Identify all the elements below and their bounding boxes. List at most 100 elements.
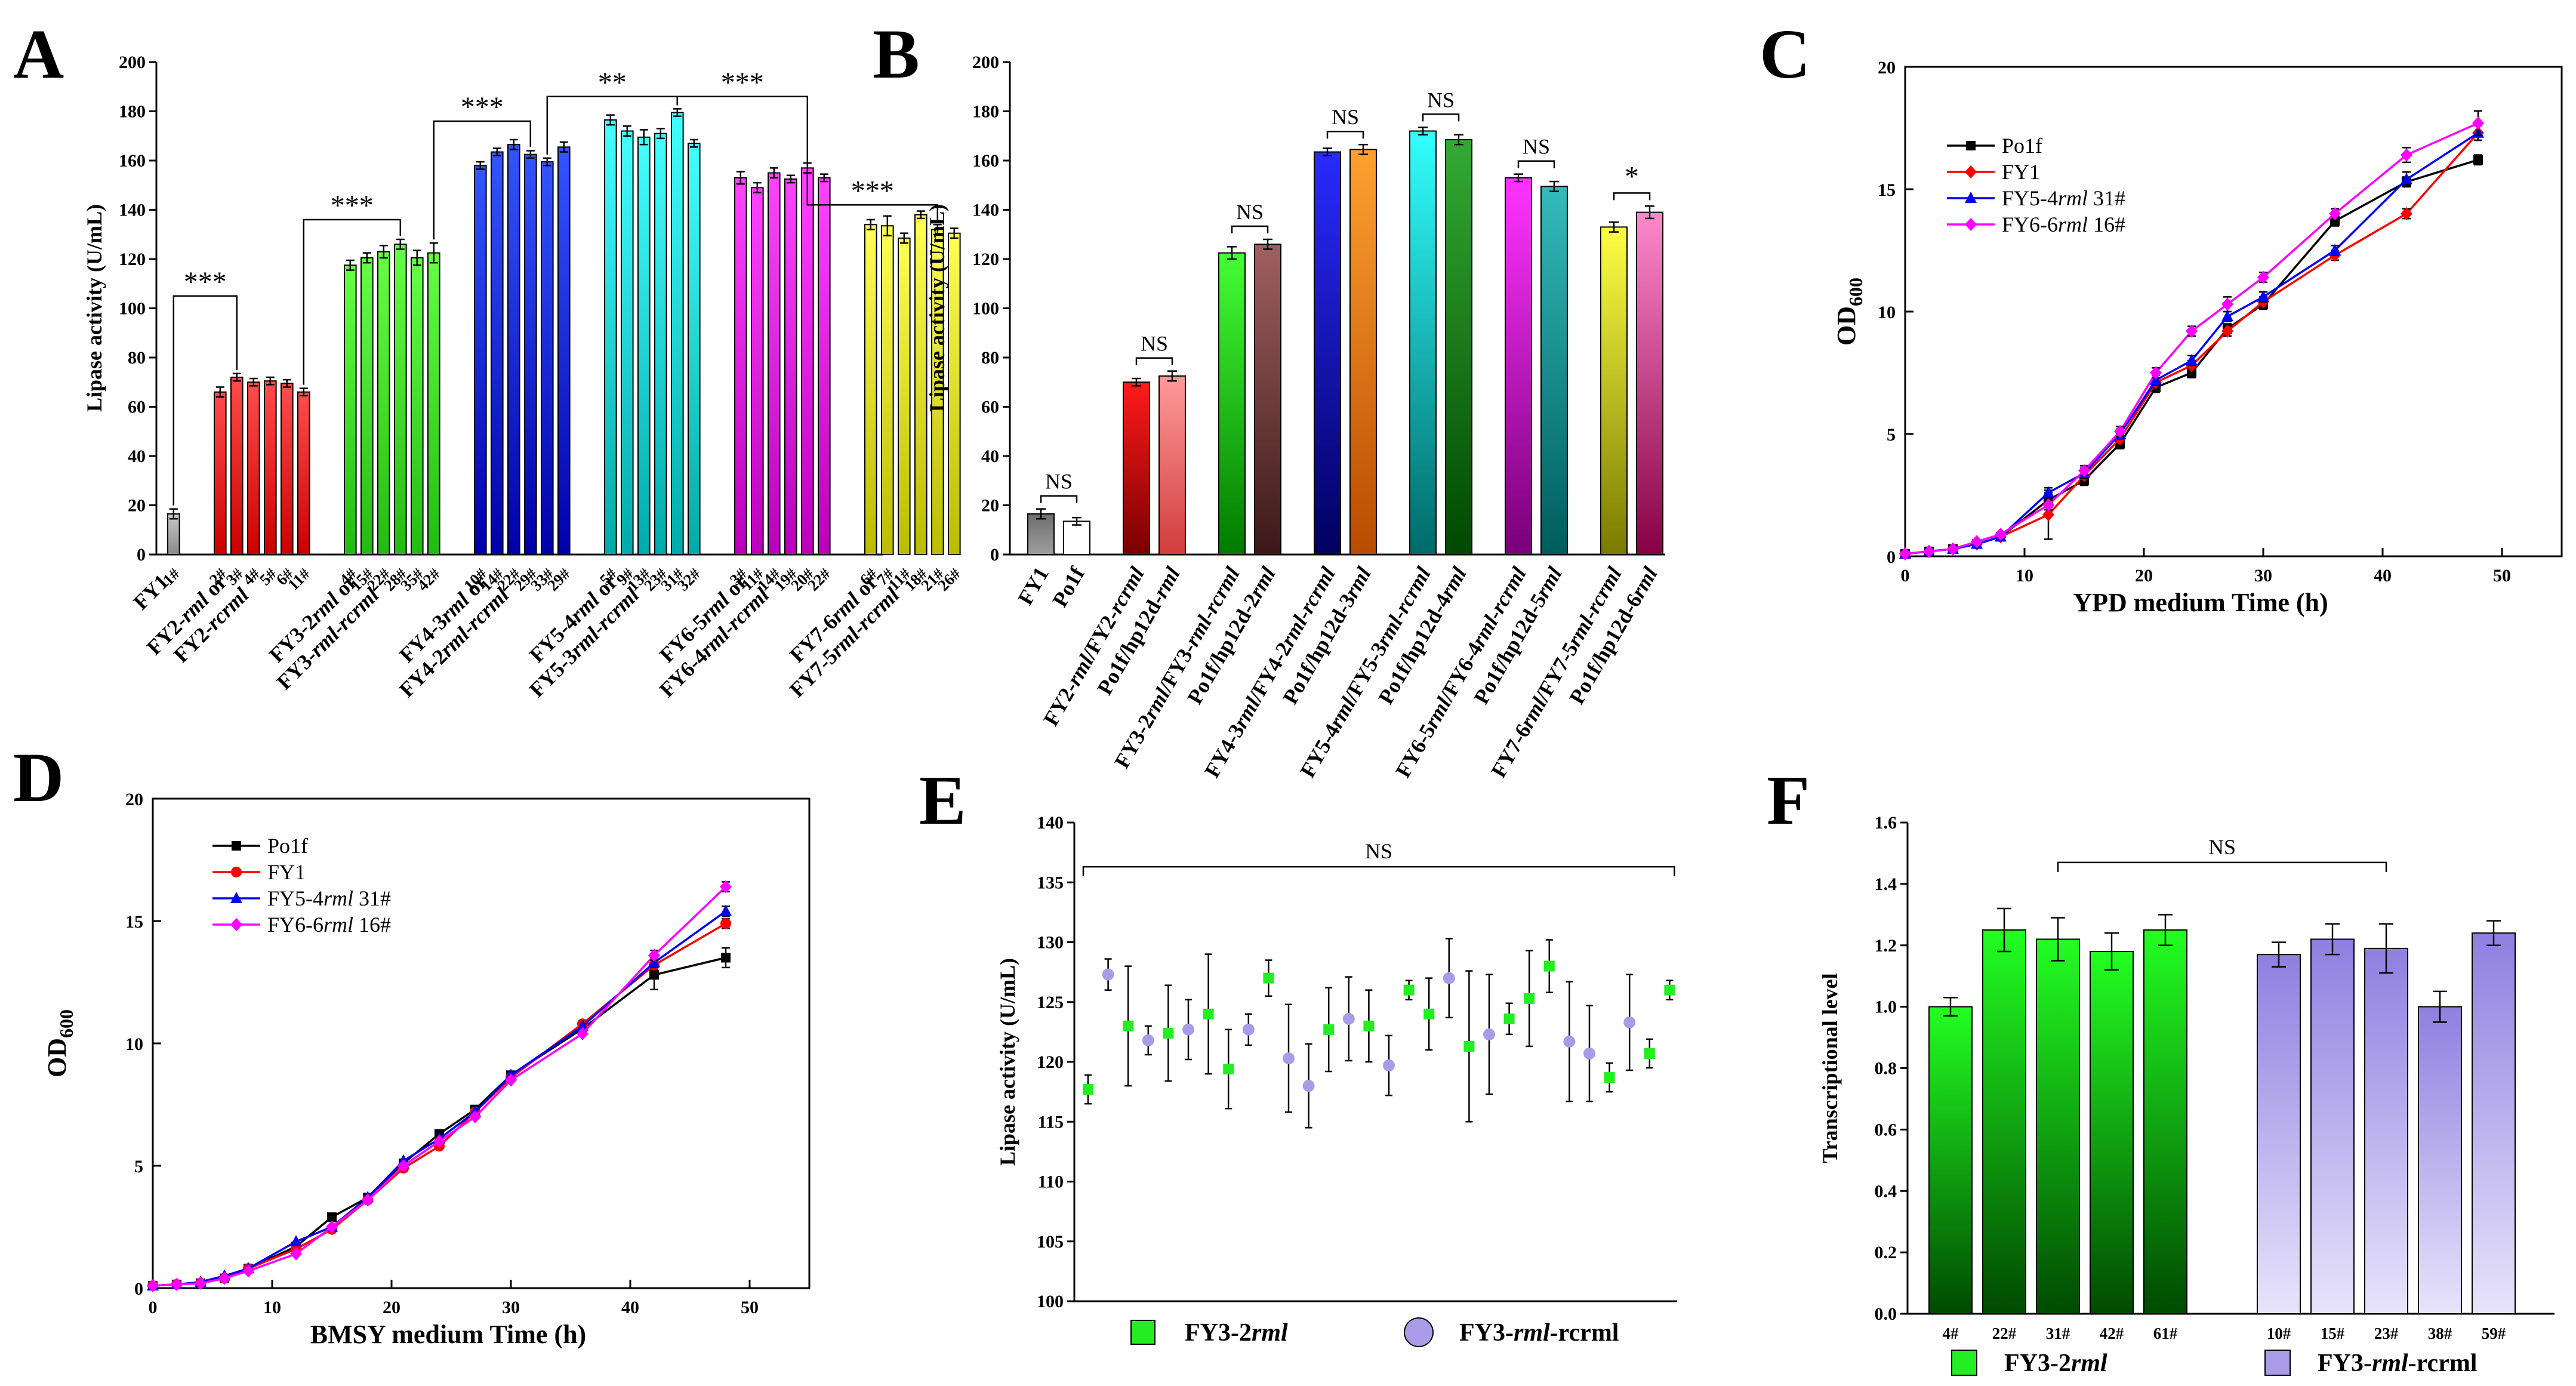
- panel-b: 0 20 40 60 80 100 120 140 160 180 200 Lipase activi…: [925, 53, 1665, 781]
- point-circle: [1283, 1052, 1295, 1064]
- significance-bracket: [806, 159, 939, 221]
- label-part: FY5-4: [267, 886, 323, 910]
- bar: [2143, 929, 2187, 1314]
- bar-label: 38#: [2428, 1325, 2452, 1342]
- bar: [1636, 211, 1663, 555]
- marker-diamond: [290, 1247, 302, 1261]
- y-tick-label: 0: [134, 1279, 143, 1299]
- significance-label: NS: [2208, 835, 2236, 859]
- bar: [1445, 138, 1472, 555]
- bar: [474, 165, 487, 555]
- bar: [427, 252, 440, 555]
- y-tick-label: 15: [125, 912, 143, 932]
- bar: [344, 264, 357, 555]
- y-tick-label: 20: [981, 496, 999, 516]
- y-tick-label: 15: [1878, 180, 1896, 200]
- bar: [1928, 1006, 1973, 1314]
- label-part: FY1: [1013, 563, 1053, 609]
- bar: [2257, 954, 2301, 1314]
- label-part: rml: [2071, 1350, 2107, 1377]
- series-line: [152, 956, 726, 1287]
- panel-letter-C: C: [1760, 15, 1810, 93]
- y-tick-label: 100: [1037, 1292, 1064, 1311]
- bar-label: 4#: [1943, 1325, 1959, 1342]
- label-part: rml: [323, 886, 353, 910]
- bar: [654, 133, 667, 555]
- y-tick-label: 10: [1878, 303, 1896, 322]
- bar-label: 31#: [2046, 1325, 2070, 1342]
- marker-diamond: [195, 1276, 207, 1290]
- significance-label: NS: [1236, 200, 1264, 224]
- series-line: [1905, 122, 2479, 555]
- label-part: rml: [2058, 186, 2088, 210]
- point-circle: [1302, 1080, 1315, 1092]
- y-tick-label: 20: [128, 496, 146, 516]
- bar: [818, 177, 831, 555]
- label-part: FY6-6: [267, 913, 323, 937]
- legend-label: Po1f: [267, 834, 308, 858]
- point-square: [1223, 1064, 1234, 1075]
- marker-diamond: [2078, 464, 2090, 478]
- label-part: 16#: [353, 913, 391, 937]
- marker-diamond: [362, 1193, 374, 1207]
- bar: [1349, 149, 1377, 555]
- bar: [541, 161, 554, 555]
- marker-diamond: [2042, 498, 2054, 512]
- marker-diamond: [720, 880, 732, 894]
- bar: [1505, 177, 1532, 555]
- bar: [671, 112, 684, 555]
- point-square: [1423, 1008, 1435, 1020]
- significance-label: **: [598, 67, 627, 98]
- x-axis-label: YPD medium Time (h): [2073, 588, 2328, 617]
- bar-label: FY1: [1013, 563, 1053, 609]
- marker-diamond: [648, 948, 660, 962]
- y-tick-label: 20: [1878, 58, 1896, 78]
- y-tick-label: 140: [119, 201, 146, 220]
- bar: [1027, 513, 1055, 555]
- y-tick-label: 0: [1887, 547, 1896, 567]
- panel-letter-E: E: [919, 761, 966, 839]
- marker-diamond: [1995, 528, 2007, 541]
- bar: [2090, 951, 2134, 1314]
- marker-diamond: [2401, 148, 2412, 162]
- significance-bracket: [1082, 866, 1675, 877]
- bar: [557, 146, 571, 555]
- label-part: rml: [2372, 1350, 2408, 1377]
- point-circle: [1583, 1047, 1595, 1059]
- y-tick-label: 0.4: [1875, 1181, 1897, 1201]
- point-square: [1503, 1013, 1515, 1024]
- significance-label: ***: [184, 266, 227, 298]
- bar: [524, 153, 537, 555]
- bar: [377, 251, 390, 555]
- y-tick-label: 120: [1037, 1052, 1064, 1072]
- series-line: [1905, 132, 2479, 555]
- marker-triangle: [720, 904, 732, 916]
- bar: [1123, 381, 1150, 555]
- y-tick-label: 180: [972, 102, 999, 122]
- point-square: [1323, 1024, 1335, 1035]
- point-circle: [1102, 968, 1114, 981]
- panel-letter-B: B: [873, 15, 920, 93]
- label-part: FY3-2: [2004, 1350, 2071, 1377]
- legend-swatch: [2264, 1350, 2291, 1376]
- label-part: rml: [2058, 212, 2088, 236]
- point-square: [1263, 972, 1274, 984]
- point-circle: [1182, 1023, 1194, 1036]
- bar: [360, 257, 374, 555]
- bar: [864, 224, 877, 555]
- marker-triangle: [230, 892, 242, 903]
- marker-diamond: [2329, 207, 2341, 220]
- marker-diamond: [2257, 270, 2269, 284]
- marker-triangle: [1965, 192, 1977, 203]
- label-part: 16#: [2088, 212, 2125, 236]
- significance-label: NS: [1365, 839, 1392, 863]
- bar: [1063, 520, 1090, 555]
- x-tick-label: 40: [2374, 566, 2392, 586]
- y-axis-label: Lipase activity (U/mL): [996, 958, 1019, 1166]
- marker-triangle: [2401, 173, 2412, 184]
- y-tick-label: 20: [125, 790, 143, 809]
- label-part: FY3-: [2318, 1350, 2372, 1377]
- marker-diamond: [2221, 324, 2233, 338]
- bar: [948, 232, 961, 555]
- label-part: Po1f: [1047, 562, 1089, 611]
